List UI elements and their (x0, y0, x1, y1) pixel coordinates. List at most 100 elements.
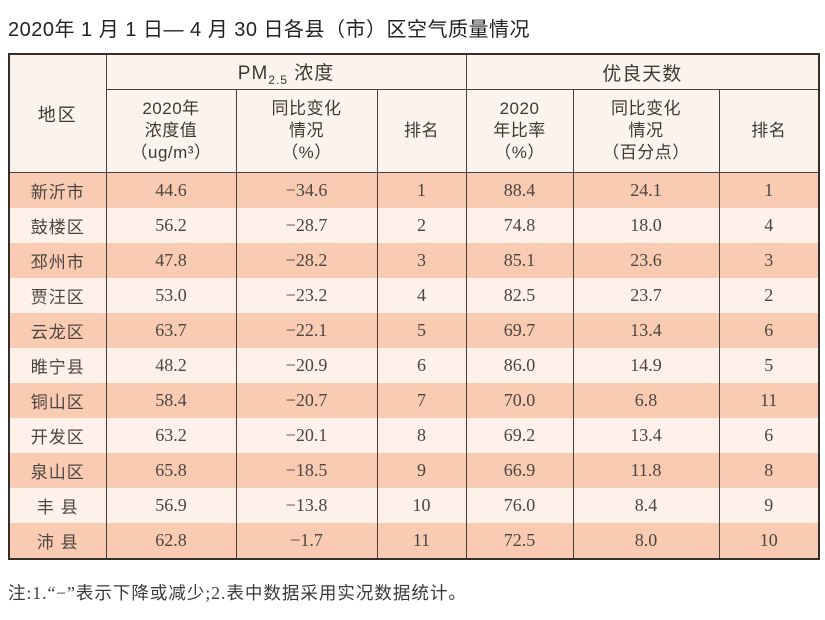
pm-change-cell: −13.8 (235, 488, 378, 523)
pm-rank-cell: 10 (376, 488, 467, 523)
good-rank-cell: 5 (718, 348, 820, 383)
group-header-row: 地区 PM2.5 浓度 优良天数 (8, 54, 820, 173)
column-header-good-rate: 2020 年比率 （%） (465, 89, 574, 173)
pm-value-cell: 47.8 (105, 243, 237, 278)
region-cell: 睢宁县 (8, 348, 107, 383)
good-rank-cell: 8 (718, 453, 820, 488)
table-row: 鼓楼区 56.2 −28.7 2 74.8 18.0 4 (8, 208, 820, 243)
table-row: 贾汪区 53.0 −23.2 4 82.5 23.7 2 (8, 278, 820, 313)
pm-change-cell: −34.6 (235, 172, 378, 208)
good-rank-cell: 2 (718, 278, 820, 313)
region-cell: 铜山区 (8, 383, 107, 418)
pm-value-cell: 63.7 (105, 313, 237, 348)
good-change-cell: 24.1 (572, 172, 720, 208)
table-header: 地区 PM2.5 浓度 优良天数 2020年 浓度值 （ug/m³） 同比变化 … (8, 54, 820, 173)
column-header-good-rank: 排名 (718, 89, 820, 173)
good-change-cell: 8.0 (572, 523, 720, 559)
good-rate-cell: 86.0 (465, 348, 574, 383)
pm-change-cell: −20.9 (235, 348, 378, 383)
table-row: 沛 县 62.8 −1.7 11 72.5 8.0 10 (8, 523, 820, 559)
pm25-label-prefix: PM (237, 62, 269, 84)
pm-change-cell: −22.1 (235, 313, 378, 348)
column-header-pm-value: 2020年 浓度值 （ug/m³） (105, 89, 237, 173)
good-rate-cell: 82.5 (465, 278, 574, 313)
table-row: 泉山区 65.8 −18.5 9 66.9 11.8 8 (8, 453, 820, 488)
region-cell: 贾汪区 (8, 278, 107, 313)
table-row: 睢宁县 48.2 −20.9 6 86.0 14.9 5 (8, 348, 820, 383)
region-cell: 沛 县 (8, 523, 107, 559)
good-rank-cell: 11 (718, 383, 820, 418)
pm-change-cell: −18.5 (235, 453, 378, 488)
pm-rank-cell: 9 (376, 453, 467, 488)
pm-change-cell: −23.2 (235, 278, 378, 313)
region-cell: 新沂市 (8, 172, 107, 208)
table-row: 云龙区 63.7 −22.1 5 69.7 13.4 6 (8, 313, 820, 348)
good-change-cell: 18.0 (572, 208, 720, 243)
pm-change-cell: −20.7 (235, 383, 378, 418)
table-row: 丰 县 56.9 −13.8 10 76.0 8.4 9 (8, 488, 820, 523)
good-rate-cell: 72.5 (465, 523, 574, 559)
good-rate-cell: 88.4 (465, 172, 574, 208)
column-group-pm25: PM2.5 浓度 (105, 54, 467, 90)
table-row: 邳州市 47.8 −28.2 3 85.1 23.6 3 (8, 243, 820, 278)
column-header-pm-change: 同比变化 情况 （%） (235, 89, 378, 173)
good-change-cell: 8.4 (572, 488, 720, 523)
pm-value-cell: 65.8 (105, 453, 237, 488)
pm-change-cell: −28.7 (235, 208, 378, 243)
column-group-good-days: 优良天数 (465, 54, 820, 90)
good-rank-cell: 6 (718, 418, 820, 453)
good-change-cell: 14.9 (572, 348, 720, 383)
good-rank-cell: 1 (718, 172, 820, 208)
footnote: 注:1.“−”表示下降或减少;2.表中数据采用实况数据统计。 (8, 583, 467, 603)
good-rank-cell: 4 (718, 208, 820, 243)
pm-value-cell: 58.4 (105, 383, 237, 418)
good-change-cell: 11.8 (572, 453, 720, 488)
pm-value-cell: 62.8 (105, 523, 237, 559)
region-cell: 云龙区 (8, 313, 107, 348)
good-rate-cell: 69.7 (465, 313, 574, 348)
table-row: 新沂市 44.6 −34.6 1 88.4 24.1 1 (8, 172, 820, 208)
table-row: 开发区 63.2 −20.1 8 69.2 13.4 6 (8, 418, 820, 453)
pm-rank-cell: 3 (376, 243, 467, 278)
good-rank-cell: 10 (718, 523, 820, 559)
pm-value-cell: 53.0 (105, 278, 237, 313)
good-change-cell: 13.4 (572, 418, 720, 453)
pm-rank-cell: 4 (376, 278, 467, 313)
air-quality-table: 地区 PM2.5 浓度 优良天数 2020年 浓度值 （ug/m³） 同比变化 … (8, 53, 821, 560)
pm-rank-cell: 1 (376, 172, 467, 208)
region-cell: 邳州市 (8, 243, 107, 278)
page-title: 2020年 1 月 1 日— 4 月 30 日各县（市）区空气质量情况 (8, 19, 531, 41)
region-cell: 鼓楼区 (8, 208, 107, 243)
pm25-subscript: 2.5 (268, 72, 288, 87)
pm-value-cell: 56.9 (105, 488, 237, 523)
region-cell: 泉山区 (8, 453, 107, 488)
pm-value-cell: 63.2 (105, 418, 237, 453)
good-rank-cell: 6 (718, 313, 820, 348)
pm-value-cell: 48.2 (105, 348, 237, 383)
sub-header-row: 2020年 浓度值 （ug/m³） 同比变化 情况 （%） 排名 2020 年比… (9, 89, 820, 173)
region-cell: 丰 县 (8, 488, 107, 523)
pm-rank-cell: 6 (376, 348, 467, 383)
pm-value-cell: 44.6 (105, 172, 237, 208)
good-change-cell: 23.6 (572, 243, 720, 278)
good-change-cell: 13.4 (572, 313, 720, 348)
pm-change-cell: −1.7 (235, 523, 378, 559)
good-rate-cell: 69.2 (465, 418, 574, 453)
pm25-label-suffix: 浓度 (287, 62, 335, 84)
good-rate-cell: 74.8 (465, 208, 574, 243)
table-body: 新沂市 44.6 −34.6 1 88.4 24.1 1 鼓楼区 56.2 −28.7 2 74.8 1… (8, 172, 820, 559)
pm-change-cell: −28.2 (235, 243, 378, 278)
column-header-region: 地区 (8, 54, 107, 173)
pm-change-cell: −20.1 (235, 418, 378, 453)
good-rate-cell: 85.1 (465, 243, 574, 278)
pm-rank-cell: 11 (376, 523, 467, 559)
region-cell: 开发区 (8, 418, 107, 453)
good-rate-cell: 76.0 (465, 488, 574, 523)
column-header-good-change: 同比变化 情况 （百分点） (572, 89, 720, 173)
pm-value-cell: 56.2 (105, 208, 237, 243)
good-rank-cell: 9 (718, 488, 820, 523)
good-change-cell: 23.7 (572, 278, 720, 313)
pm-rank-cell: 7 (376, 383, 467, 418)
good-rate-cell: 70.0 (465, 383, 574, 418)
